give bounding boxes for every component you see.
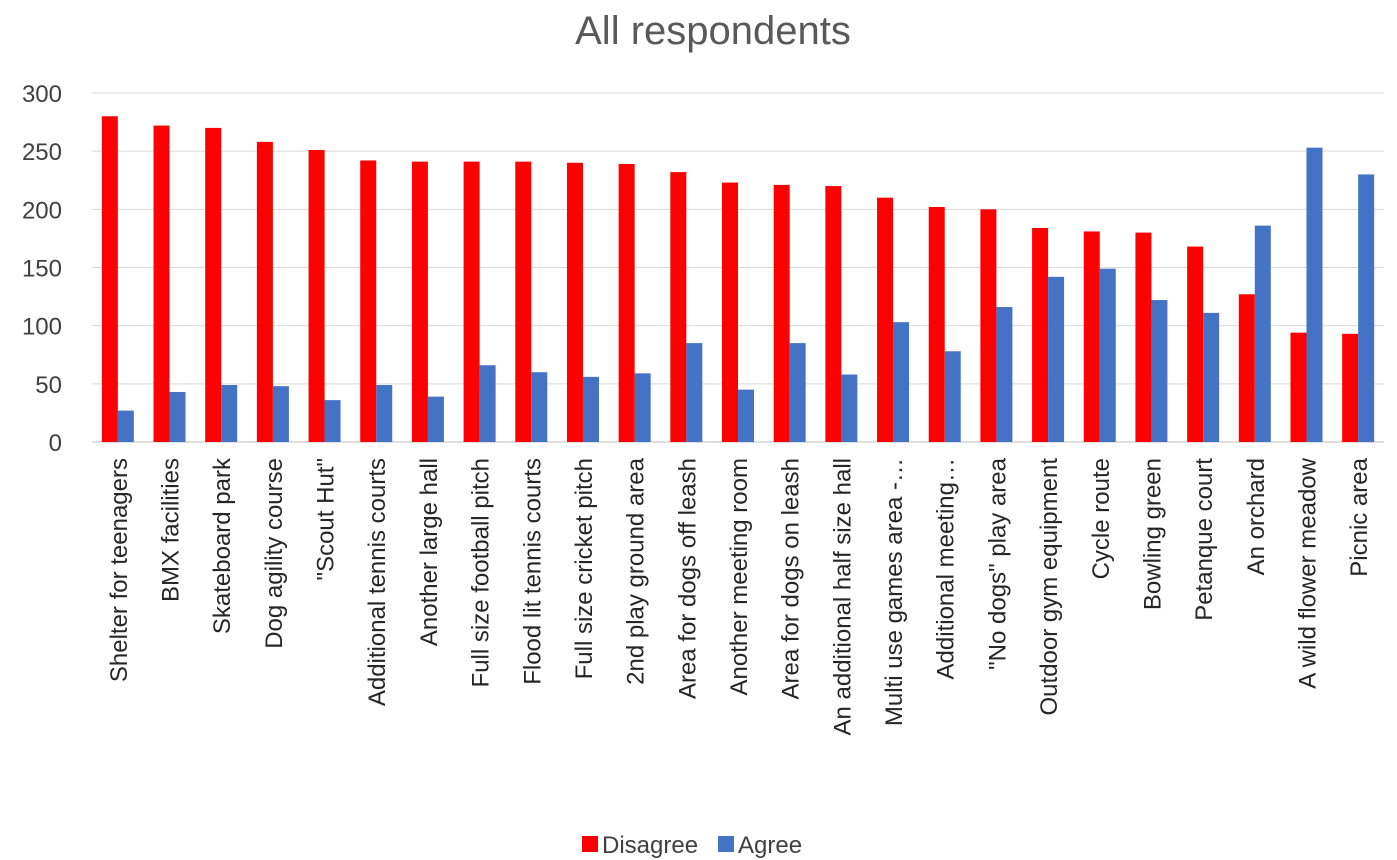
bar-agree-6 bbox=[427, 396, 444, 442]
bar-disagree-4 bbox=[308, 150, 325, 442]
bar-disagree-15 bbox=[877, 197, 894, 442]
y-tick-label: 300 bbox=[22, 81, 62, 108]
legend-label-disagree: Disagree bbox=[602, 832, 698, 859]
bar-disagree-3 bbox=[256, 141, 273, 443]
bar-disagree-20 bbox=[1135, 232, 1152, 442]
bar-disagree-0 bbox=[101, 116, 118, 443]
bar-agree-12 bbox=[738, 389, 754, 442]
bar-disagree-19 bbox=[1083, 231, 1100, 442]
legend-swatch-disagree bbox=[582, 836, 598, 852]
bar-disagree-13 bbox=[773, 184, 790, 443]
legend-label-agree: Agree bbox=[738, 832, 802, 859]
bar-agree-19 bbox=[1099, 268, 1116, 442]
bar-disagree-21 bbox=[1187, 246, 1204, 442]
bar-agree-23 bbox=[1306, 147, 1323, 442]
bar-disagree-18 bbox=[1032, 227, 1049, 442]
x-tick-label: Shelter for teenagers bbox=[106, 458, 133, 682]
bar-agree-17 bbox=[996, 307, 1013, 442]
x-tick-label: Dog agility course bbox=[261, 458, 288, 649]
bar-agree-2 bbox=[221, 384, 238, 442]
bar-disagree-1 bbox=[153, 125, 170, 442]
x-tick-label: BMX facilities bbox=[158, 458, 185, 602]
bars bbox=[101, 116, 1375, 443]
y-tick-label: 0 bbox=[49, 430, 62, 457]
chart-title: All respondents bbox=[575, 9, 851, 53]
bar-agree-22 bbox=[1254, 225, 1271, 442]
x-tick-label: Picnic area bbox=[1346, 457, 1373, 576]
x-tick-label: Skateboard park bbox=[209, 457, 236, 634]
bar-agree-4 bbox=[324, 400, 341, 442]
x-tick-label: Another meeting room bbox=[726, 458, 753, 695]
bar-agree-1 bbox=[169, 391, 186, 442]
x-tick-label: Flood lit tennis courts bbox=[519, 458, 546, 685]
bar-agree-16 bbox=[944, 351, 961, 442]
bar-disagree-10 bbox=[618, 163, 635, 443]
bar-disagree-17 bbox=[980, 209, 997, 442]
x-tick-label: Additional tennis courts bbox=[364, 458, 391, 706]
x-tick-label: Full size football pitch bbox=[468, 458, 495, 687]
legend: Disagree Agree bbox=[582, 832, 802, 859]
bar-disagree-24 bbox=[1342, 333, 1359, 442]
y-axis: 0 50 100 150 200 250 300 bbox=[22, 81, 62, 457]
x-tick-label: "No dogs" play area bbox=[984, 457, 1011, 669]
bar-agree-24 bbox=[1358, 174, 1375, 442]
x-tick-label: Petanque court bbox=[1191, 458, 1218, 621]
bar-agree-0 bbox=[117, 410, 134, 442]
bar-agree-7 bbox=[479, 365, 496, 442]
x-tick-label: Area for dogs on leash bbox=[778, 458, 805, 700]
x-tick-label: A wild flower meadow bbox=[1294, 457, 1321, 688]
bar-disagree-9 bbox=[566, 162, 583, 443]
y-tick-label: 100 bbox=[22, 314, 62, 341]
bar-agree-15 bbox=[893, 322, 910, 442]
bar-agree-5 bbox=[376, 384, 393, 442]
bar-disagree-7 bbox=[463, 161, 480, 443]
x-tick-label: Another large hall bbox=[416, 458, 443, 646]
x-tick-label: Additional meeting… bbox=[933, 458, 960, 679]
bar-agree-8 bbox=[531, 372, 548, 442]
bar-agree-21 bbox=[1203, 312, 1220, 442]
x-tick-label: Full size cricket pitch bbox=[571, 458, 598, 679]
bar-agree-14 bbox=[841, 374, 858, 442]
bar-agree-3 bbox=[272, 386, 289, 442]
bar-agree-20 bbox=[1151, 300, 1168, 442]
x-axis: Shelter for teenagers BMX facilities Skate… bbox=[106, 457, 1373, 736]
x-tick-label: Area for dogs off leash bbox=[674, 458, 701, 699]
x-tick-label: Cycle route bbox=[1088, 458, 1115, 579]
x-tick-label: Outdoor gym equipment bbox=[1036, 458, 1063, 716]
bar-disagree-16 bbox=[928, 207, 945, 442]
y-tick-label: 200 bbox=[22, 197, 62, 224]
x-tick-label: Bowling green bbox=[1139, 458, 1166, 610]
bar-agree-18 bbox=[1048, 276, 1065, 442]
bar-agree-11 bbox=[686, 343, 703, 442]
y-tick-label: 50 bbox=[35, 372, 62, 399]
bar-disagree-5 bbox=[360, 160, 377, 442]
bar-disagree-23 bbox=[1290, 332, 1307, 442]
bar-disagree-8 bbox=[515, 161, 532, 443]
legend-swatch-agree bbox=[718, 836, 734, 852]
bar-agree-13 bbox=[789, 343, 806, 442]
x-tick-label: "Scout Hut" bbox=[313, 458, 340, 580]
x-tick-label: Multi use games area -… bbox=[881, 458, 908, 726]
bar-disagree-12 bbox=[722, 182, 738, 442]
y-tick-label: 250 bbox=[22, 139, 62, 166]
x-tick-label: An orchard bbox=[1243, 458, 1270, 575]
bar-disagree-14 bbox=[825, 186, 842, 442]
bar-agree-10 bbox=[634, 373, 651, 442]
y-tick-label: 150 bbox=[22, 256, 62, 283]
x-tick-label: 2nd play ground area bbox=[623, 457, 650, 684]
bar-disagree-11 bbox=[670, 172, 687, 442]
bar-disagree-6 bbox=[411, 161, 428, 443]
bar-disagree-22 bbox=[1238, 294, 1255, 442]
bar-agree-9 bbox=[582, 376, 599, 442]
x-tick-label: An additional half size hall bbox=[829, 458, 856, 736]
bar-disagree-2 bbox=[205, 127, 222, 443]
